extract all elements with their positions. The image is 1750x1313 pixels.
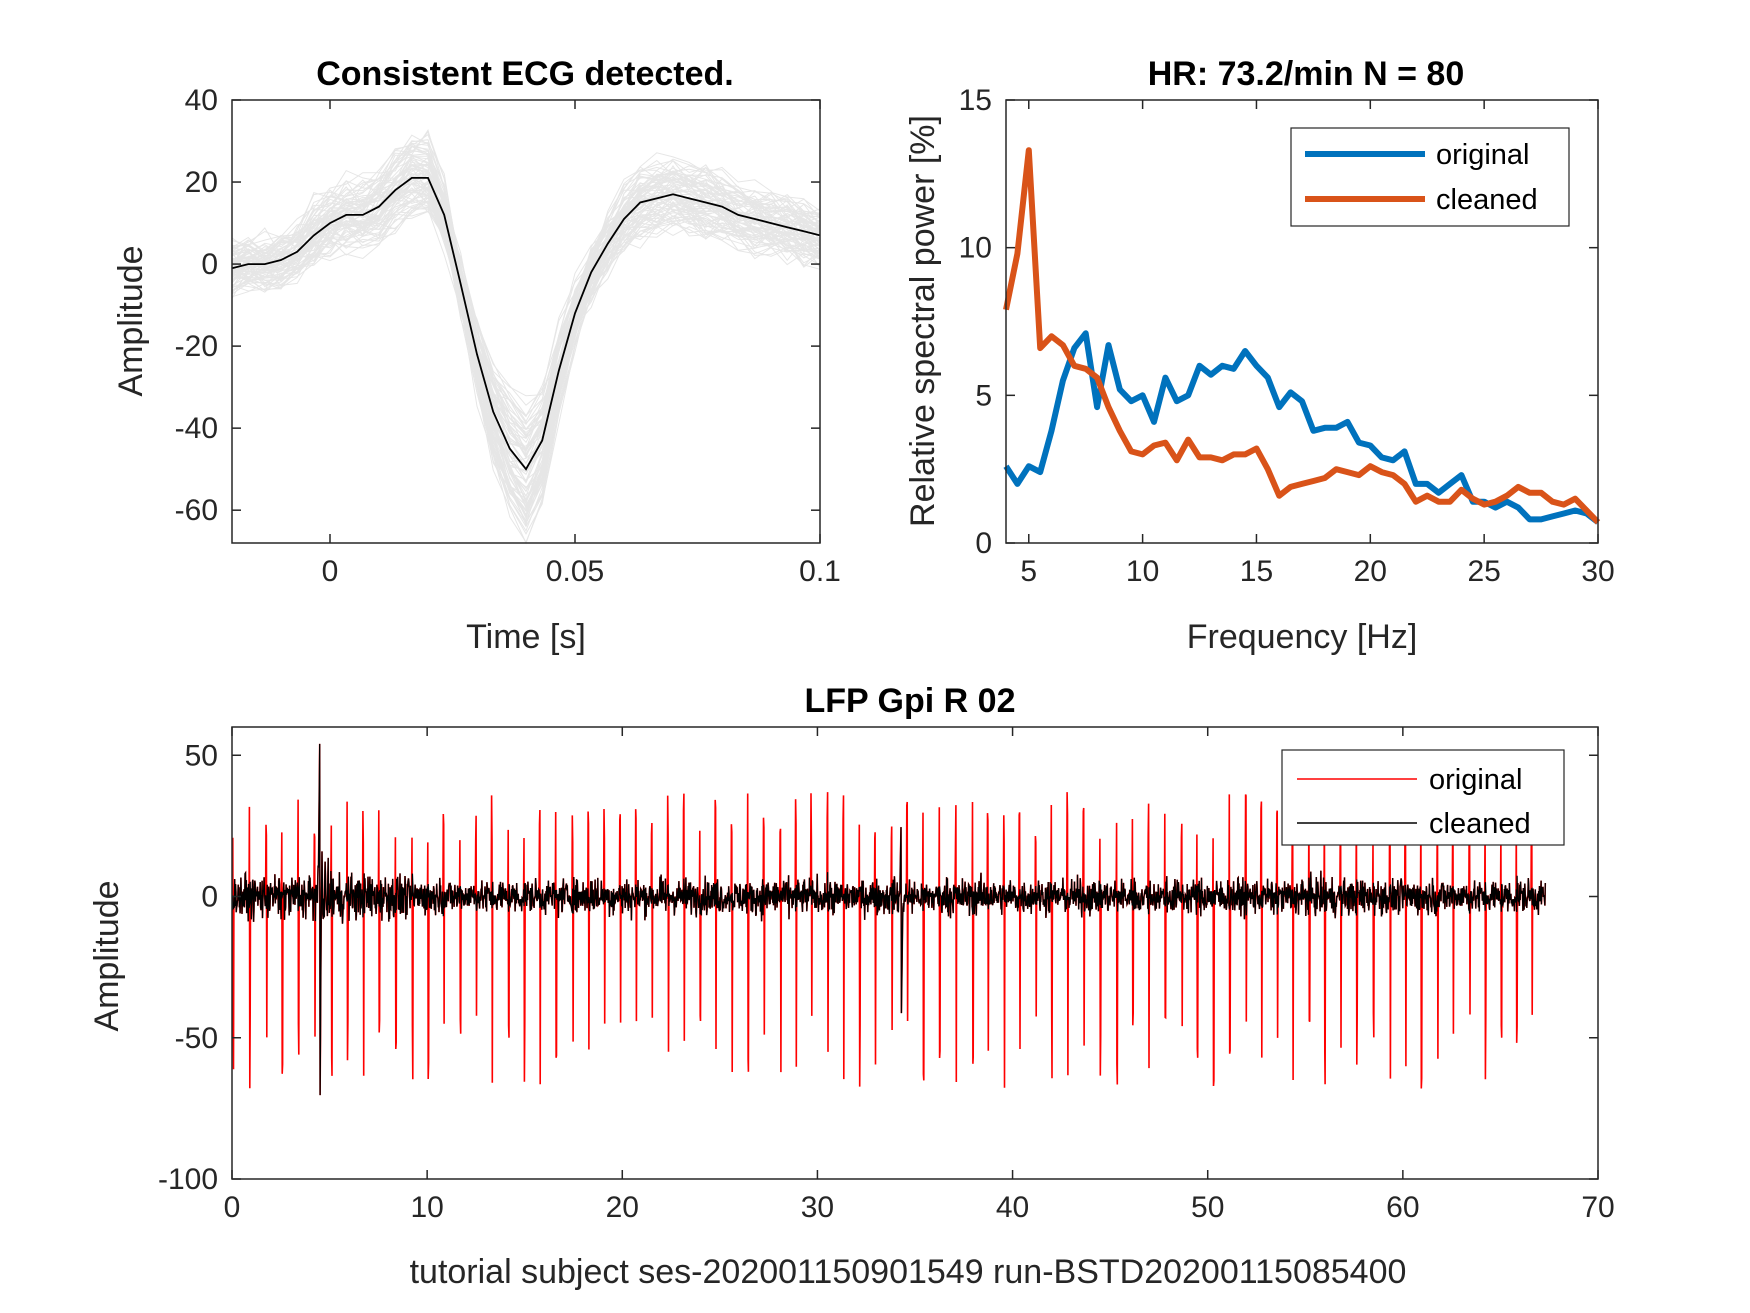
ecg-ytick-label: 40 — [185, 84, 218, 117]
lfp-ylabel: Amplitude — [88, 880, 126, 1031]
lfp-ytick-label: 50 — [185, 739, 218, 772]
ecg-epoch-line — [231, 176, 821, 500]
ecg-epoch-line — [231, 172, 821, 484]
ecg-ytick-label: -20 — [175, 330, 218, 363]
ecg-epoch-line — [231, 146, 821, 525]
spectrum-xtick-label: 15 — [1240, 555, 1273, 588]
spectrum-xlabel: Frequency [Hz] — [1187, 618, 1418, 656]
lfp-ytick-label: 0 — [201, 881, 218, 914]
lfp-xtick-label: 0 — [224, 1191, 241, 1224]
ecg-epoch-line — [231, 178, 821, 437]
lfp-traces — [232, 743, 1547, 1096]
lfp-xtick-label: 40 — [996, 1191, 1029, 1224]
ecg-epochs — [231, 129, 821, 545]
spectrum-xtick-label: 20 — [1354, 555, 1387, 588]
ecg-epoch-line — [231, 197, 821, 417]
spectrum-legend: original cleaned — [1290, 127, 1570, 227]
ecg-ytick-label: 0 — [201, 248, 218, 281]
spectrum-line-cleaned — [1003, 147, 1601, 525]
ecg-average-line — [231, 176, 821, 471]
spectrum-ytick-label: 5 — [975, 379, 992, 412]
ecg-xlabel: Time [s] — [466, 618, 586, 656]
ecg-epoch-line — [231, 207, 821, 447]
ecg-epoch-line — [231, 149, 821, 498]
ecg-xtick-label: 0.1 — [799, 555, 841, 588]
ecg-epoch-line — [231, 134, 821, 527]
ecg-title: Consistent ECG detected. — [316, 55, 734, 93]
spectrum-legend-label-cleaned: cleaned — [1436, 184, 1538, 216]
spectrum-ytick-label: 15 — [959, 84, 992, 117]
ecg-epoch-line — [231, 172, 821, 503]
lfp-xtick-label: 50 — [1191, 1191, 1224, 1224]
spectrum-title: HR: 73.2/min N = 80 — [1148, 55, 1465, 93]
ecg-xtick-label: 0 — [322, 555, 339, 588]
ecg-template-panel: Consistent ECG detected. 0 0.05 0.1 -60 -40 -… — [112, 55, 841, 656]
spectrum-legend-label-original: original — [1436, 139, 1530, 171]
spectrum-lines — [1003, 147, 1601, 525]
spectrum-axes-box — [1005, 99, 1599, 544]
spectrum-ytick-label: 0 — [975, 527, 992, 560]
lfp-xtick-label: 20 — [606, 1191, 639, 1224]
lfp-xlabel: tutorial subject ses-202001150901549 run… — [410, 1253, 1407, 1291]
spectrum-ytick-label: 10 — [959, 232, 992, 265]
lfp-xtick-label: 70 — [1581, 1191, 1614, 1224]
lfp-xtick-label: 30 — [801, 1191, 834, 1224]
lfp-legend-label-cleaned: cleaned — [1429, 808, 1531, 840]
ecg-epoch-line — [231, 207, 821, 457]
ecg-ytick-label: -40 — [175, 412, 218, 445]
lfp-xtick-label: 60 — [1386, 1191, 1419, 1224]
lfp-legend-box — [1281, 749, 1565, 846]
lfp-ticks: 0 10 20 30 40 50 60 70 -100 -50 0 50 — [158, 727, 1615, 1224]
ecg-average — [231, 176, 821, 471]
spectrum-line-original — [1003, 330, 1600, 525]
ecg-ticks: 0 0.05 0.1 -60 -40 -20 0 20 40 — [175, 84, 841, 588]
ecg-epoch-line — [231, 129, 821, 518]
lfp-axes-box — [231, 726, 1599, 1180]
ecg-ytick-label: -60 — [175, 494, 218, 527]
ecg-epoch-line — [231, 133, 821, 520]
spectrum-xtick-label: 30 — [1581, 555, 1614, 588]
lfp-legend: original cleaned — [1281, 749, 1565, 846]
spectrum-xtick-label: 25 — [1467, 555, 1500, 588]
spectrum-xtick-label: 10 — [1126, 555, 1159, 588]
lfp-xtick-label: 10 — [410, 1191, 443, 1224]
ecg-ytick-label: 20 — [185, 166, 218, 199]
spectrum-ylabel: Relative spectral power [%] — [904, 115, 942, 527]
lfp-ytick-label: -50 — [175, 1022, 218, 1055]
ecg-ylabel: Amplitude — [112, 245, 150, 396]
lfp-panel: LFP Gpi R 02 0 10 20 30 40 50 60 70 -100 -50 0 50 A… — [88, 682, 1615, 1291]
ecg-epoch-line — [231, 164, 821, 438]
lfp-legend-label-original: original — [1429, 764, 1523, 796]
ecg-axes-box — [231, 99, 821, 544]
ecg-epoch-line — [231, 158, 821, 516]
lfp-title: LFP Gpi R 02 — [805, 682, 1016, 720]
ecg-epoch-line — [231, 172, 821, 459]
spectrum-xtick-label: 5 — [1020, 555, 1037, 588]
ecg-epoch-line — [231, 187, 821, 496]
ecg-xtick-label: 0.05 — [546, 555, 604, 588]
ecg-epoch-line — [231, 200, 821, 476]
lfp-ytick-label: -100 — [158, 1163, 218, 1196]
spectrum-legend-box — [1290, 127, 1570, 227]
lfp-cleaned-line — [232, 743, 1546, 1096]
